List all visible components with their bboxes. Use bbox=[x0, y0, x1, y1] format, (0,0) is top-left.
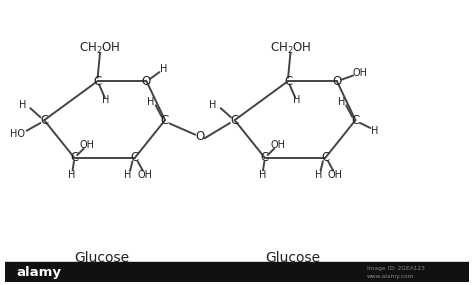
Text: H: H bbox=[147, 97, 155, 107]
Text: H: H bbox=[259, 170, 266, 180]
Text: C: C bbox=[261, 151, 269, 164]
Text: alamy: alamy bbox=[16, 266, 61, 279]
Text: C: C bbox=[131, 151, 139, 164]
Text: H: H bbox=[338, 97, 345, 107]
Text: C: C bbox=[321, 151, 329, 164]
Text: H: H bbox=[124, 170, 131, 180]
Text: OH: OH bbox=[328, 170, 343, 180]
Text: Image ID: 2GEA123: Image ID: 2GEA123 bbox=[367, 266, 425, 271]
Text: H: H bbox=[18, 100, 26, 110]
Text: O: O bbox=[142, 75, 151, 87]
Text: OH: OH bbox=[80, 140, 95, 150]
Text: Glucose: Glucose bbox=[265, 251, 320, 265]
Text: HO: HO bbox=[10, 129, 25, 139]
Text: www.alamy.com: www.alamy.com bbox=[367, 274, 414, 278]
Text: C: C bbox=[230, 114, 239, 127]
Text: OH: OH bbox=[270, 140, 285, 150]
Text: H: H bbox=[160, 64, 168, 74]
Text: C: C bbox=[70, 151, 79, 164]
Text: C: C bbox=[351, 114, 360, 127]
Text: H: H bbox=[102, 95, 109, 105]
Text: O: O bbox=[195, 131, 204, 143]
Text: O: O bbox=[332, 75, 341, 87]
Text: H: H bbox=[209, 100, 217, 110]
Text: C: C bbox=[93, 75, 102, 87]
Text: Glucose: Glucose bbox=[75, 251, 130, 265]
Text: CH$_2$OH: CH$_2$OH bbox=[79, 41, 121, 56]
Text: H: H bbox=[315, 170, 322, 180]
Text: H: H bbox=[68, 170, 76, 180]
Text: C: C bbox=[284, 75, 292, 87]
Text: OH: OH bbox=[353, 68, 368, 78]
Text: H: H bbox=[371, 126, 379, 136]
Bar bbox=[5, 262, 469, 282]
Text: CH$_2$OH: CH$_2$OH bbox=[270, 41, 311, 56]
Text: OH: OH bbox=[137, 170, 153, 180]
Text: C: C bbox=[40, 114, 48, 127]
Text: H: H bbox=[293, 95, 300, 105]
Text: C: C bbox=[161, 114, 169, 127]
